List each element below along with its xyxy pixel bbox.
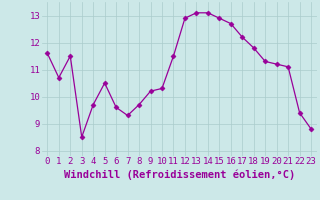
X-axis label: Windchill (Refroidissement éolien,°C): Windchill (Refroidissement éolien,°C) bbox=[64, 169, 295, 180]
